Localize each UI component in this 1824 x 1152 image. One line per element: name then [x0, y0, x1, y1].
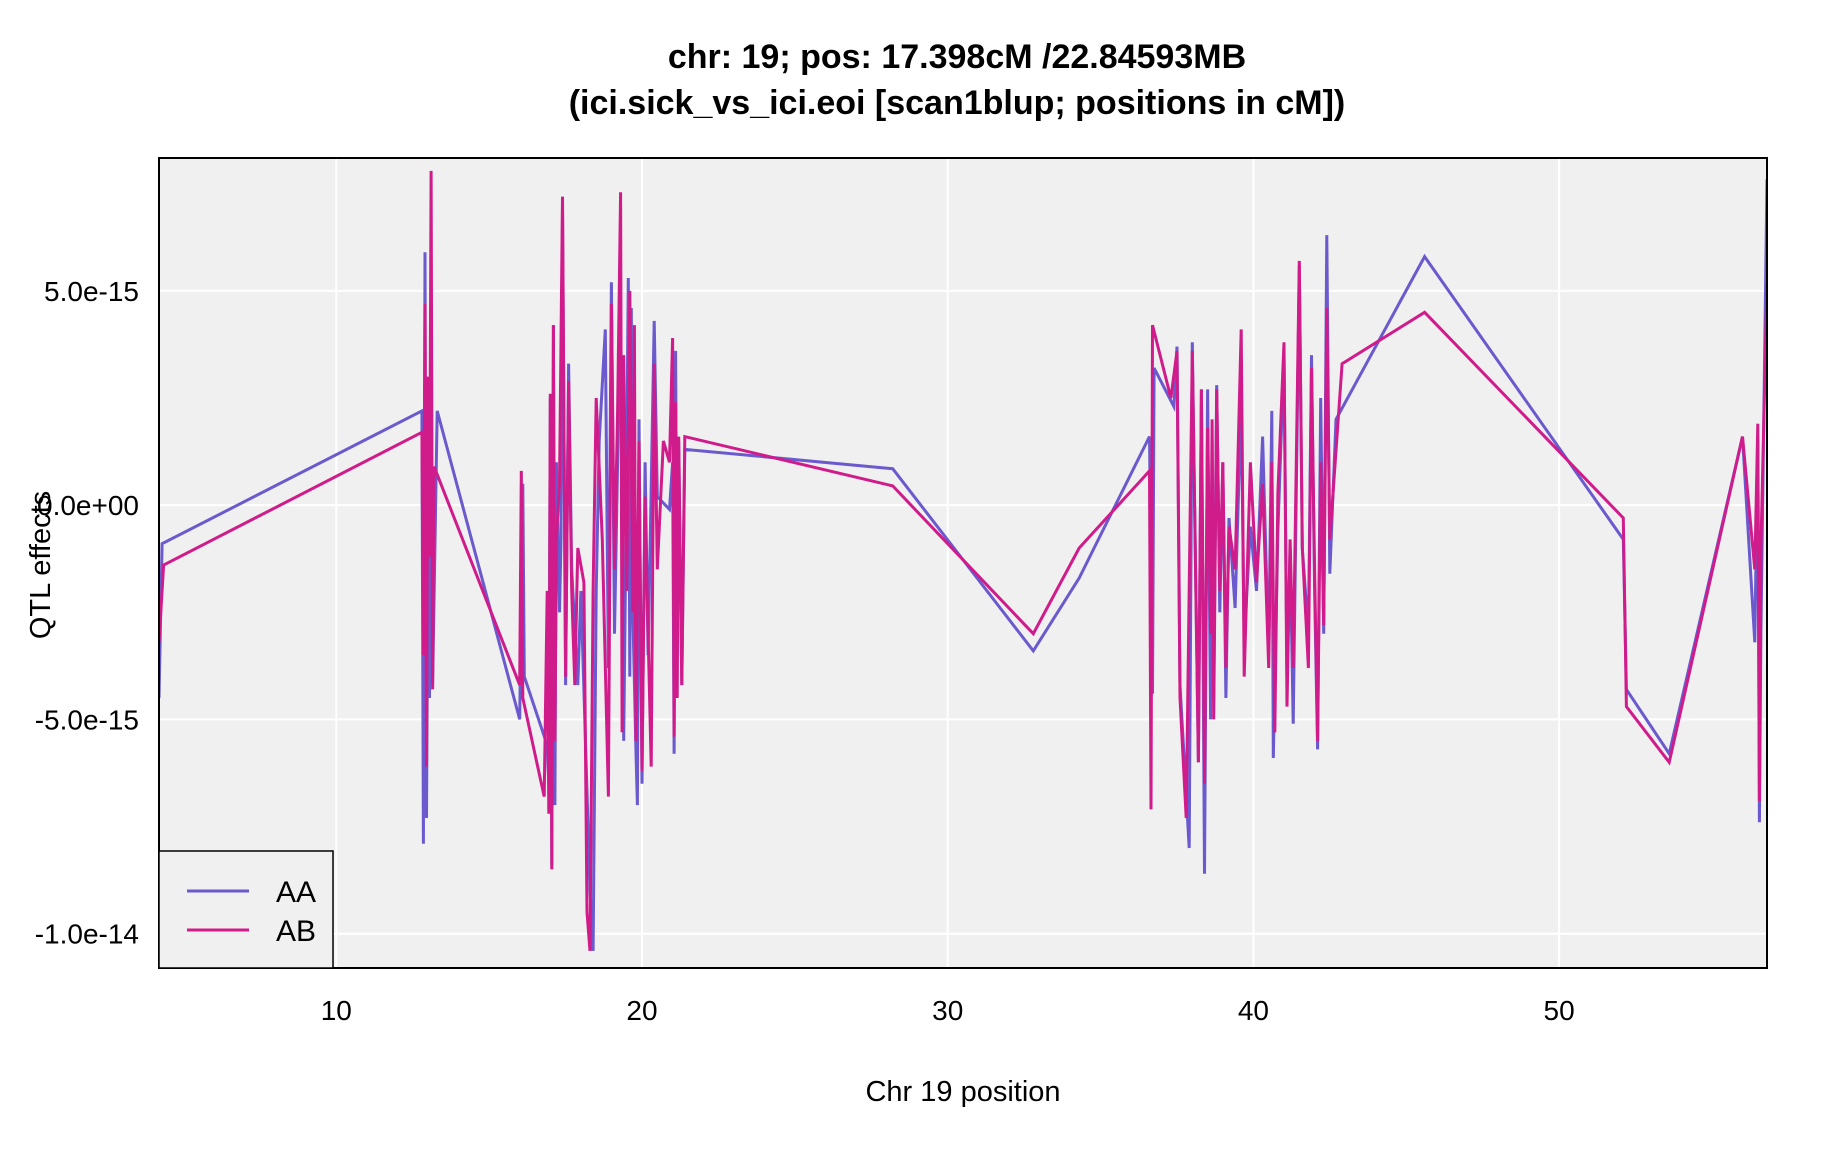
x-tick-label: 50 — [1544, 995, 1575, 1026]
legend-label-ab: AB — [276, 915, 316, 948]
plot-frame — [158, 157, 1768, 969]
series-layer — [159, 170, 1767, 952]
y-tick-label: -5.0e-15 — [35, 704, 139, 735]
legend-label-aa: AA — [276, 876, 316, 909]
plot-background — [159, 158, 1767, 968]
x-axis-label: Chr 19 position — [865, 1076, 1060, 1108]
legend: AA AB — [158, 850, 334, 969]
x-tick-label: 10 — [321, 995, 352, 1026]
y-tick-label: 0.0e+00 — [37, 490, 139, 521]
y-tick-label: 5.0e-15 — [44, 276, 139, 307]
x-tick-label: 40 — [1238, 995, 1269, 1026]
series-line-ab — [159, 170, 1767, 952]
x-tick-label: 30 — [932, 995, 963, 1026]
chart-title: chr: 19; pos: 17.398cM /22.84593MB — [668, 38, 1246, 76]
y-axis-label: QTL effects — [25, 491, 57, 639]
y-axis-ticks: -1.0e-14 -5.0e-15 0.0e+00 5.0e-15 — [35, 276, 139, 950]
chart-subtitle: (ici.sick_vs_ici.eoi [scan1blup; positio… — [569, 84, 1346, 122]
x-axis-ticks: 10 20 30 40 50 — [321, 995, 1575, 1026]
y-tick-label: -1.0e-14 — [35, 919, 139, 950]
x-tick-label: 20 — [626, 995, 657, 1026]
